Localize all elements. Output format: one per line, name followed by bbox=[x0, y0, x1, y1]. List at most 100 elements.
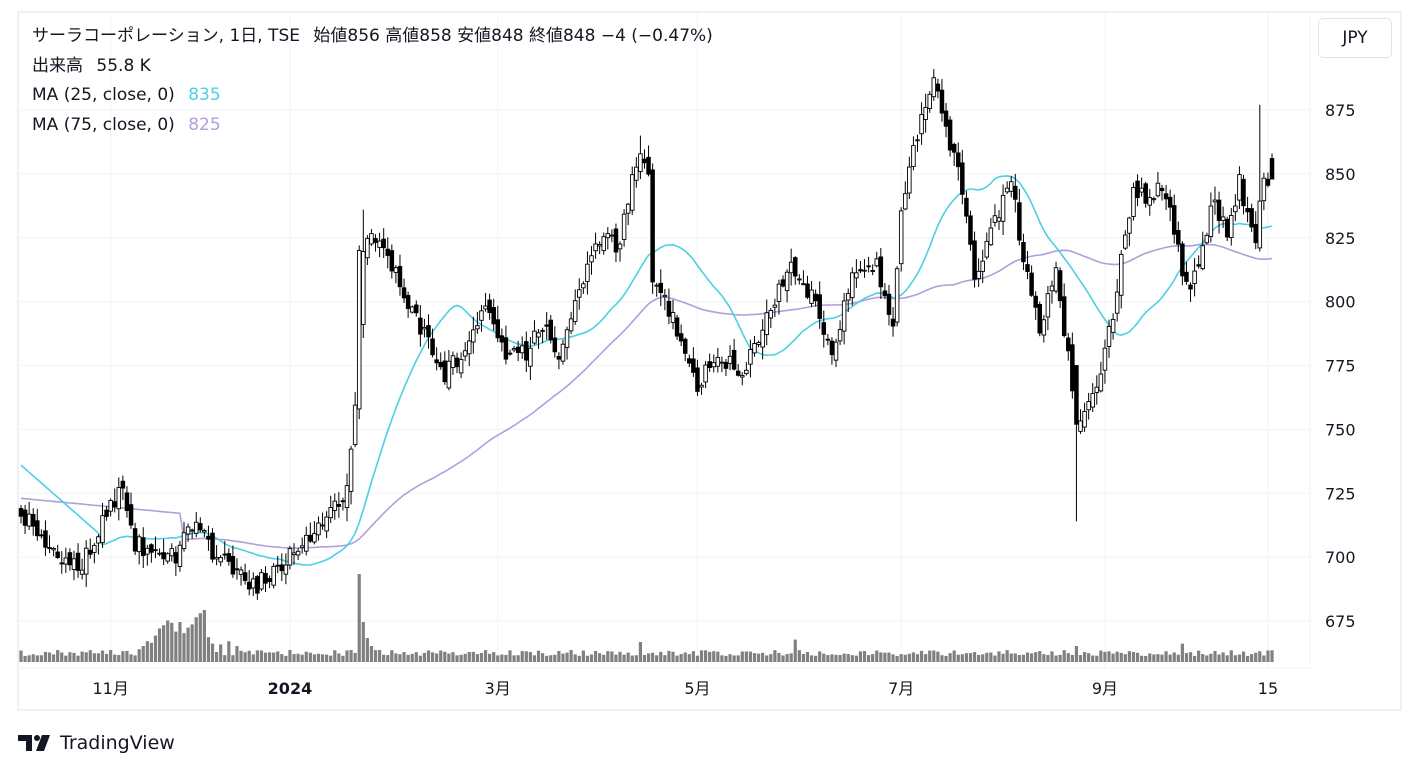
candle bbox=[1171, 194, 1177, 244]
candle-body bbox=[1029, 272, 1034, 296]
candle bbox=[511, 345, 517, 353]
candle-body bbox=[1008, 181, 1014, 192]
candle-body bbox=[1265, 178, 1271, 186]
candle-body bbox=[1196, 264, 1201, 267]
volume-bar bbox=[671, 651, 675, 662]
candle-body bbox=[1241, 178, 1246, 207]
symbol-title[interactable]: サーラコーポレーション, 1日, TSE bbox=[32, 26, 301, 46]
candle-body bbox=[662, 294, 668, 298]
candle-body bbox=[202, 530, 207, 533]
candle bbox=[1074, 365, 1079, 522]
volume-bar bbox=[581, 650, 585, 662]
candle bbox=[1208, 192, 1214, 243]
candle bbox=[540, 327, 545, 344]
volume-bar bbox=[1107, 651, 1111, 662]
volume-bar bbox=[618, 651, 622, 662]
candle-body bbox=[862, 269, 867, 272]
volume-bar bbox=[1127, 651, 1131, 662]
volume-bar bbox=[23, 655, 27, 662]
candle bbox=[878, 247, 884, 300]
ma25-label[interactable]: MA (25, close, 0) bbox=[32, 85, 175, 105]
x-tick-label-3: 5月 bbox=[684, 679, 710, 698]
candle-body bbox=[136, 536, 142, 553]
candle bbox=[405, 291, 411, 318]
volume-bar bbox=[496, 655, 500, 662]
candle bbox=[1245, 196, 1250, 223]
volume-bar bbox=[471, 651, 475, 662]
candle-body bbox=[813, 293, 818, 302]
volume-label[interactable]: 出来高 bbox=[32, 55, 83, 76]
candle-body bbox=[1224, 218, 1230, 238]
candle-body bbox=[320, 524, 325, 527]
volume-bar bbox=[875, 650, 879, 662]
candle-body bbox=[222, 553, 227, 556]
candle-body bbox=[878, 256, 884, 288]
candle-body bbox=[1094, 386, 1100, 393]
volume-bar bbox=[341, 655, 345, 662]
candle-body bbox=[605, 233, 611, 239]
tradingview-brand[interactable]: TradingView bbox=[18, 730, 175, 756]
candle bbox=[817, 281, 822, 329]
candle-body bbox=[1233, 205, 1238, 213]
volume-bar bbox=[830, 654, 834, 662]
ma75-label[interactable]: MA (75, close, 0) bbox=[32, 114, 175, 135]
candle-body bbox=[532, 330, 537, 344]
candle bbox=[128, 492, 134, 529]
candle-body bbox=[695, 367, 700, 392]
volume-bar bbox=[956, 654, 960, 662]
volume-bar bbox=[426, 650, 431, 662]
candle bbox=[536, 329, 541, 349]
candle bbox=[609, 229, 615, 243]
x-tick-label-6: 15 bbox=[1258, 679, 1278, 698]
candle bbox=[120, 475, 126, 501]
candle bbox=[748, 339, 753, 378]
candle bbox=[585, 251, 590, 295]
candle-body bbox=[1200, 245, 1205, 270]
candle bbox=[907, 156, 912, 200]
volume-bar bbox=[300, 654, 304, 662]
candle bbox=[1200, 231, 1205, 271]
candle bbox=[691, 347, 696, 377]
volume-bar bbox=[247, 650, 251, 662]
volume-bar bbox=[867, 655, 871, 662]
volume-bar bbox=[1160, 654, 1164, 662]
ma75-series bbox=[20, 243, 1273, 549]
volume-bar bbox=[39, 655, 43, 662]
candle-body bbox=[951, 143, 957, 153]
volume-bar bbox=[239, 650, 243, 662]
volume-bar bbox=[345, 650, 349, 662]
candle bbox=[740, 372, 745, 386]
volume-bar bbox=[573, 654, 577, 662]
candle bbox=[699, 382, 704, 395]
candle-body bbox=[369, 233, 374, 245]
candle-body bbox=[108, 500, 113, 512]
brand-name: TradingView bbox=[60, 732, 175, 754]
volume-bar bbox=[1087, 653, 1091, 662]
candle bbox=[483, 292, 488, 312]
candle bbox=[821, 310, 827, 348]
candle bbox=[1143, 181, 1148, 208]
volume-bar bbox=[1140, 655, 1144, 662]
volume-bar bbox=[76, 655, 80, 662]
candle-body bbox=[291, 552, 297, 556]
candle bbox=[177, 540, 183, 572]
candle bbox=[397, 254, 403, 296]
candle bbox=[393, 265, 399, 284]
candle bbox=[1078, 409, 1083, 434]
candle bbox=[340, 497, 346, 511]
candle bbox=[198, 517, 203, 533]
currency-button[interactable]: JPY bbox=[1318, 18, 1392, 58]
volume-bar bbox=[981, 654, 985, 662]
candle-body bbox=[715, 357, 721, 367]
candle-body bbox=[487, 299, 492, 314]
volume-bar bbox=[842, 653, 846, 662]
candle-body bbox=[1000, 194, 1006, 222]
volume-bar bbox=[557, 650, 561, 662]
candle-body bbox=[825, 338, 831, 341]
candle bbox=[1151, 196, 1157, 204]
volume-bar bbox=[447, 653, 451, 662]
candle bbox=[1106, 319, 1112, 358]
candle bbox=[124, 486, 130, 518]
candle bbox=[1224, 216, 1230, 241]
